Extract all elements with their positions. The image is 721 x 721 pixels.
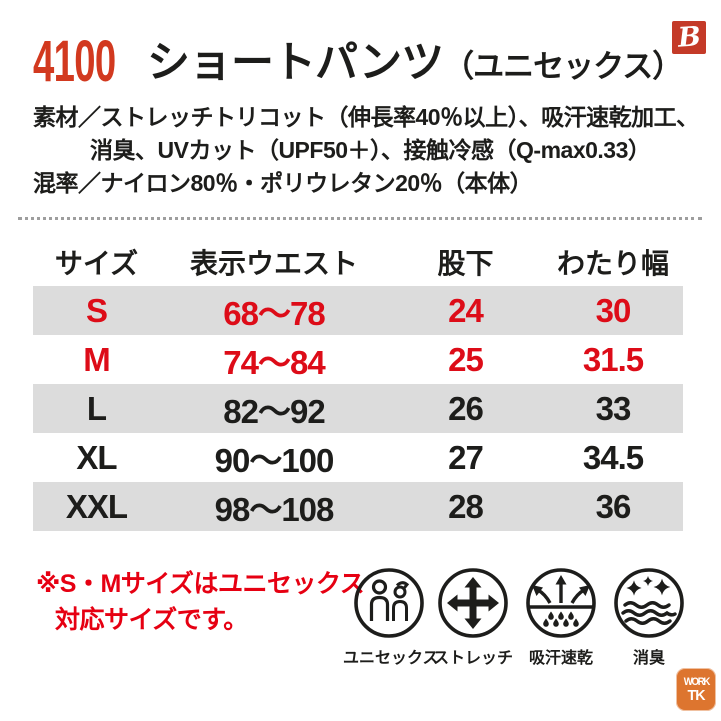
quick-dry-icon [526, 568, 596, 638]
column-header-waist: 表示ウエスト [189, 248, 358, 279]
brand-logo: B [672, 21, 706, 54]
column-header-inseam: 股下 [437, 248, 494, 279]
feature-stretch: ストレッチ [427, 566, 519, 668]
table-row: XL 90～100 27 34.5 [33, 433, 683, 482]
cell-waist: 90～100 [214, 441, 335, 479]
cell-inseam: 27 [448, 438, 484, 476]
product-code: 4100 [33, 29, 116, 94]
feature-label: ストレッチ [432, 650, 513, 667]
cell-waist: 98～108 [214, 490, 335, 528]
worktk-logo-line-1: WORK [683, 675, 710, 688]
column-header-watari: わたり幅 [556, 248, 669, 279]
size-note-line-2: 対応サイズです。 [55, 606, 248, 634]
cell-waist: 82～92 [223, 392, 325, 430]
cell-waist: 74～84 [223, 343, 325, 381]
material-line-1: 素材／ストレッチトリコット（伸長率40％以上）、吸汗速乾加工、 [33, 104, 699, 130]
cell-size: XXL [65, 487, 128, 525]
cell-watari: 31.5 [582, 340, 644, 378]
cell-waist: 68～78 [223, 294, 325, 332]
table-row: XXL 98～108 28 36 [33, 482, 683, 531]
product-name-suffix: （ユニセックス） [443, 49, 683, 84]
worktk-logo: WORK TK [676, 668, 716, 711]
table-row: S 68～78 24 30 [33, 286, 683, 335]
material-description: 素材／ストレッチトリコット（伸長率40％以上）、吸汗速乾加工、 消臭、UVカット… [33, 101, 699, 200]
table-row: M 74～84 25 31.5 [33, 335, 683, 384]
feature-unisex: ユニセックス [343, 566, 439, 668]
cell-watari: 33 [595, 389, 632, 427]
dotted-divider [18, 217, 702, 220]
brand-logo-letter: B [676, 21, 702, 54]
material-line-3: 混率／ナイロン80％・ポリウレタン20％（本体） [33, 170, 533, 196]
size-note-line-1: ※S・Mサイズはユニセックス [36, 570, 365, 598]
stretch-icon [438, 568, 508, 638]
cell-inseam: 28 [448, 487, 484, 525]
size-note: ※S・Mサイズはユニセックス 対応サイズです。 [36, 566, 365, 638]
material-line-2: 消臭、UVカット（UPF50＋）、接触冷感（Q-max0.33） [90, 137, 651, 163]
cell-inseam: 24 [448, 291, 484, 329]
deodorant-icon [614, 568, 684, 638]
cell-watari: 36 [595, 487, 632, 525]
cell-size: S [85, 291, 108, 329]
unisex-icon [354, 568, 424, 638]
feature-label: 消臭 [632, 650, 665, 667]
column-header-size: サイズ [54, 248, 139, 279]
feature-quick-dry: 吸汗速乾 [515, 566, 607, 668]
cell-size: M [83, 340, 110, 378]
size-table: サイズ 表示ウエスト 股下 わたり幅 S 68～78 24 30 M 74～84… [33, 238, 683, 531]
feature-label: ユニセックス [343, 650, 439, 667]
table-row: L 82～92 26 33 [33, 384, 683, 433]
table-header-row: サイズ 表示ウエスト 股下 わたり幅 [33, 238, 683, 286]
cell-watari: 30 [595, 291, 632, 329]
cell-watari: 34.5 [582, 438, 644, 476]
page-title: ショートパンツ （ユニセックス） [147, 39, 683, 87]
worktk-logo-line-2: TK [687, 686, 705, 704]
cell-size: XL [76, 438, 117, 476]
product-name: ショートパンツ [147, 39, 444, 87]
feature-label: 吸汗速乾 [528, 650, 593, 667]
cell-inseam: 26 [448, 389, 484, 427]
feature-deodorant: 消臭 [603, 566, 695, 668]
cell-size: L [86, 389, 107, 427]
cell-inseam: 25 [448, 340, 484, 378]
